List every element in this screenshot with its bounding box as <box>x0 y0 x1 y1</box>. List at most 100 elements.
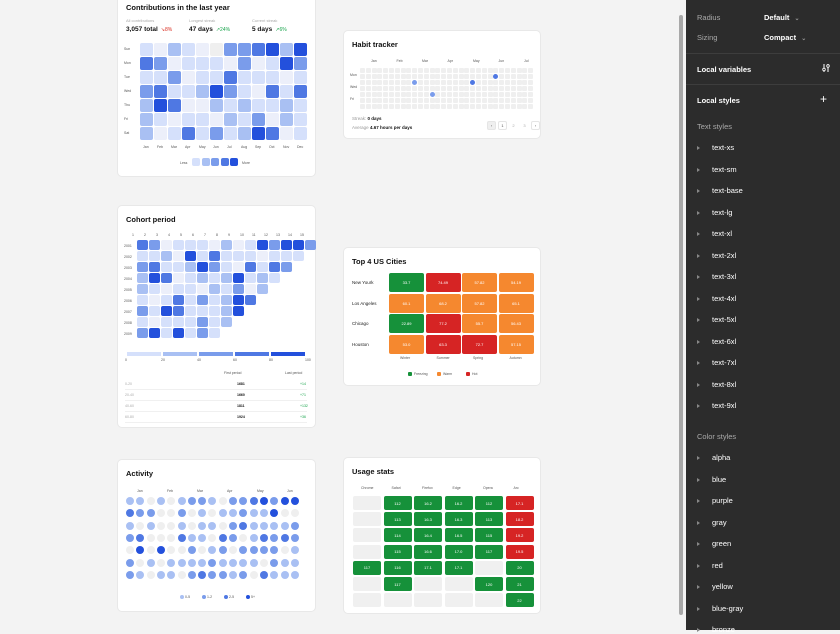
activity-dot[interactable] <box>198 546 207 555</box>
activity-dot[interactable] <box>218 509 227 518</box>
canvas-scrollbar[interactable] <box>679 15 683 615</box>
version-cell[interactable]: 20 <box>505 560 534 575</box>
habit-cell[interactable] <box>418 74 423 79</box>
version-cell[interactable]: 16.3 <box>414 512 442 527</box>
cohort-cell[interactable] <box>173 251 184 261</box>
contribution-cell[interactable] <box>154 71 167 84</box>
activity-dot[interactable] <box>280 570 289 579</box>
version-cell[interactable] <box>475 593 503 608</box>
cohort-cell[interactable] <box>293 251 304 261</box>
habit-cell[interactable] <box>406 104 412 109</box>
habit-cell[interactable] <box>481 92 487 97</box>
habit-cell[interactable] <box>377 86 383 91</box>
habit-cell[interactable] <box>487 92 493 97</box>
version-cell[interactable]: 120 <box>475 577 503 591</box>
habit-cell[interactable] <box>423 68 429 73</box>
habit-cell[interactable] <box>435 98 441 103</box>
activity-dot[interactable] <box>229 570 237 579</box>
cohort-cell[interactable] <box>185 295 196 305</box>
habit-cell[interactable] <box>493 80 499 85</box>
contribution-cell[interactable] <box>280 43 293 56</box>
version-cell[interactable]: 113 <box>383 512 412 527</box>
habit-cell[interactable] <box>441 68 447 73</box>
contribution-cell[interactable] <box>210 113 223 126</box>
habit-cell[interactable] <box>447 68 452 73</box>
temperature-cell[interactable]: 77.2 <box>425 314 461 333</box>
habit-cell[interactable] <box>510 92 516 97</box>
habit-cell[interactable] <box>435 74 441 79</box>
cohort-cell[interactable] <box>161 262 172 272</box>
cohort-cell[interactable] <box>137 240 148 250</box>
activity-dot[interactable] <box>156 558 165 567</box>
activity-dot[interactable] <box>126 497 134 505</box>
cohort-cell[interactable] <box>293 240 304 250</box>
contribution-cell[interactable] <box>280 127 293 140</box>
cohort-cell[interactable] <box>161 251 172 261</box>
habit-cell[interactable] <box>481 104 487 109</box>
habit-cell[interactable] <box>516 92 522 97</box>
text-style-item[interactable]: text-base <box>697 186 743 195</box>
habit-cell[interactable] <box>447 104 452 109</box>
habit-cell[interactable] <box>476 98 481 103</box>
contribution-cell[interactable] <box>224 43 237 56</box>
cohort-cell[interactable] <box>149 306 160 316</box>
activity-dot[interactable] <box>156 521 165 530</box>
habit-cell[interactable] <box>476 80 481 85</box>
cohort-cell[interactable] <box>245 240 256 250</box>
activity-dot[interactable] <box>126 509 134 518</box>
cohort-cell[interactable] <box>173 262 184 272</box>
cohort-cell[interactable] <box>149 240 160 250</box>
contribution-cell[interactable] <box>168 71 181 84</box>
habit-cell[interactable] <box>429 86 435 91</box>
habit-cell[interactable] <box>458 92 464 97</box>
activity-dot[interactable] <box>136 509 145 518</box>
habit-cell[interactable] <box>400 86 406 91</box>
activity-dot[interactable] <box>280 509 289 518</box>
contribution-cell[interactable] <box>280 99 293 112</box>
habit-cell[interactable] <box>365 98 371 103</box>
cohort-cell[interactable] <box>137 295 148 305</box>
cohort-cell[interactable] <box>221 295 232 305</box>
habit-cell[interactable] <box>412 104 418 109</box>
habit-cell[interactable] <box>476 104 481 109</box>
activity-dot[interactable] <box>146 533 155 542</box>
version-cell[interactable]: 19.2 <box>505 528 534 543</box>
cohort-cell[interactable] <box>185 240 196 250</box>
habit-cell[interactable] <box>418 80 423 85</box>
version-cell[interactable]: 17.1 <box>414 560 442 575</box>
contribution-cell[interactable] <box>294 71 307 84</box>
color-style-item[interactable]: gray <box>697 518 727 527</box>
activity-dot[interactable] <box>270 558 279 567</box>
activity-dot[interactable] <box>218 558 227 567</box>
temperature-cell[interactable]: 68.2 <box>425 293 461 313</box>
habit-cell[interactable] <box>452 68 458 73</box>
version-cell[interactable]: 17.1 <box>505 496 534 510</box>
habit-cell[interactable] <box>464 68 470 73</box>
activity-dot[interactable] <box>239 509 248 518</box>
cohort-cell[interactable] <box>221 317 232 327</box>
habit-cell[interactable] <box>522 80 528 85</box>
contribution-cell[interactable] <box>210 71 223 84</box>
contribution-cell[interactable] <box>168 57 181 70</box>
habit-cell[interactable] <box>505 86 510 91</box>
habit-cell[interactable] <box>505 80 510 85</box>
activity-dot[interactable] <box>146 570 155 579</box>
activity-dot[interactable] <box>187 558 196 567</box>
habit-cell[interactable] <box>360 98 365 103</box>
color-style-item[interactable]: yellow <box>697 582 733 591</box>
activity-dot[interactable] <box>280 558 289 567</box>
contribution-cell[interactable] <box>210 127 223 140</box>
habit-cell[interactable] <box>476 92 481 97</box>
contribution-cell[interactable] <box>238 57 251 70</box>
activity-dot[interactable] <box>270 509 279 518</box>
cohort-cell[interactable] <box>197 295 208 305</box>
activity-dot[interactable] <box>270 497 279 505</box>
contribution-cell[interactable] <box>182 57 195 70</box>
habit-cell[interactable] <box>423 86 429 91</box>
habit-cell[interactable] <box>470 104 476 109</box>
habit-cell[interactable] <box>516 98 522 103</box>
habit-cell[interactable] <box>528 74 534 79</box>
activity-dot[interactable] <box>146 546 155 555</box>
version-cell[interactable]: 21 <box>505 577 534 591</box>
habit-cell[interactable] <box>377 74 383 79</box>
